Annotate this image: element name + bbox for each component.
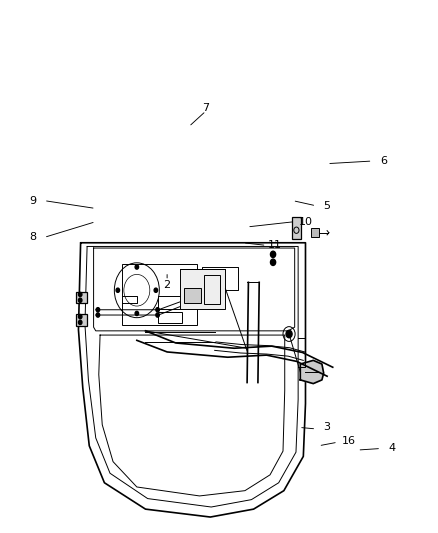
Circle shape: [78, 298, 82, 302]
Text: 3: 3: [324, 422, 331, 432]
Bar: [292, 217, 301, 239]
Bar: [205, 286, 223, 301]
Bar: [76, 314, 87, 326]
Polygon shape: [300, 360, 324, 384]
Circle shape: [270, 251, 276, 257]
Text: 2: 2: [163, 280, 171, 290]
Text: 6: 6: [380, 156, 387, 166]
Text: 8: 8: [29, 232, 37, 243]
Text: 7: 7: [202, 103, 210, 114]
Circle shape: [135, 265, 138, 269]
Circle shape: [96, 308, 100, 312]
Bar: [159, 295, 182, 309]
Bar: [159, 312, 182, 324]
Circle shape: [156, 313, 159, 317]
Bar: [76, 292, 87, 303]
Bar: [180, 269, 226, 309]
Circle shape: [156, 308, 159, 312]
Bar: [311, 228, 319, 238]
Circle shape: [78, 292, 82, 296]
Circle shape: [96, 313, 100, 317]
Text: 10: 10: [298, 217, 312, 227]
Text: 9: 9: [29, 196, 37, 206]
Circle shape: [78, 320, 82, 325]
Circle shape: [116, 288, 120, 292]
Text: 5: 5: [324, 201, 331, 211]
Bar: [184, 288, 201, 303]
Text: 11: 11: [268, 240, 282, 251]
Circle shape: [135, 311, 138, 316]
Text: 16: 16: [342, 435, 356, 446]
Circle shape: [78, 314, 82, 319]
Circle shape: [270, 259, 276, 265]
Bar: [205, 272, 223, 285]
Text: 4: 4: [389, 443, 396, 454]
Bar: [122, 264, 198, 325]
Circle shape: [286, 330, 292, 338]
Bar: [204, 276, 220, 304]
Circle shape: [154, 288, 158, 292]
